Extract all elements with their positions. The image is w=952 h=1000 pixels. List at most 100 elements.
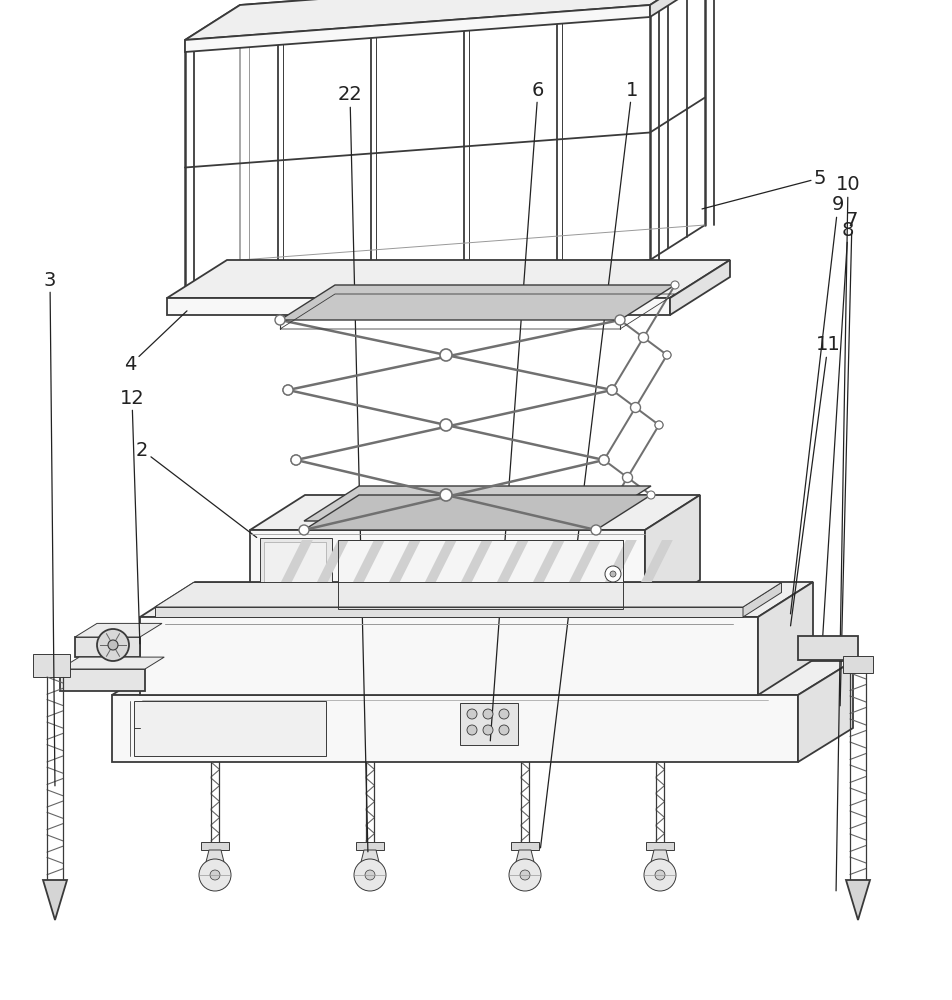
Circle shape — [609, 571, 615, 577]
Polygon shape — [843, 656, 872, 673]
Polygon shape — [797, 636, 857, 660]
Text: 9: 9 — [789, 196, 843, 614]
Polygon shape — [339, 540, 385, 609]
Polygon shape — [140, 582, 812, 617]
Circle shape — [108, 640, 118, 650]
Circle shape — [283, 385, 292, 395]
Polygon shape — [483, 540, 528, 609]
Circle shape — [654, 421, 663, 429]
Circle shape — [622, 473, 632, 483]
Polygon shape — [645, 842, 673, 850]
Polygon shape — [669, 260, 729, 315]
Polygon shape — [201, 842, 228, 850]
Text: 22: 22 — [337, 86, 367, 852]
Polygon shape — [380, 615, 429, 617]
Polygon shape — [304, 495, 650, 530]
Circle shape — [508, 859, 541, 891]
Circle shape — [466, 725, 477, 735]
Circle shape — [440, 489, 451, 501]
Text: 6: 6 — [489, 81, 544, 741]
Circle shape — [599, 455, 608, 465]
Polygon shape — [514, 850, 534, 866]
Polygon shape — [649, 0, 704, 17]
Polygon shape — [43, 880, 67, 920]
Circle shape — [440, 419, 451, 431]
Polygon shape — [185, 0, 704, 40]
Circle shape — [606, 385, 616, 395]
Circle shape — [365, 870, 374, 880]
Circle shape — [630, 402, 640, 412]
Circle shape — [670, 281, 678, 289]
Polygon shape — [75, 623, 162, 637]
Circle shape — [606, 385, 616, 395]
Polygon shape — [167, 298, 669, 315]
Text: 8: 8 — [822, 221, 853, 644]
Text: 2: 2 — [136, 440, 256, 537]
Polygon shape — [743, 582, 781, 617]
Polygon shape — [845, 880, 869, 920]
Polygon shape — [112, 695, 797, 762]
Circle shape — [590, 525, 601, 535]
Circle shape — [638, 332, 647, 342]
Bar — [338, 540, 623, 609]
Polygon shape — [375, 540, 421, 609]
Text: 11: 11 — [790, 336, 840, 626]
Polygon shape — [797, 661, 852, 762]
Text: 1: 1 — [540, 81, 638, 848]
Polygon shape — [155, 607, 743, 617]
Polygon shape — [303, 540, 348, 609]
Polygon shape — [447, 540, 492, 609]
Circle shape — [97, 629, 129, 661]
Circle shape — [520, 870, 529, 880]
Polygon shape — [205, 850, 225, 866]
Polygon shape — [60, 657, 164, 669]
Polygon shape — [356, 842, 384, 850]
Polygon shape — [185, 0, 704, 40]
Polygon shape — [360, 850, 380, 866]
Circle shape — [275, 315, 285, 325]
Circle shape — [353, 859, 386, 891]
Polygon shape — [60, 669, 145, 691]
Circle shape — [440, 349, 451, 361]
Circle shape — [499, 725, 508, 735]
Circle shape — [663, 351, 670, 359]
Polygon shape — [112, 661, 852, 695]
Polygon shape — [304, 486, 650, 521]
Polygon shape — [280, 285, 674, 320]
Bar — [134, 701, 326, 756]
Text: 10: 10 — [835, 176, 860, 891]
Bar — [338, 540, 623, 609]
Polygon shape — [75, 637, 140, 657]
Polygon shape — [626, 540, 672, 609]
Polygon shape — [510, 842, 539, 850]
Polygon shape — [249, 530, 645, 615]
Polygon shape — [185, 5, 649, 52]
Circle shape — [605, 566, 621, 582]
Polygon shape — [649, 850, 669, 866]
Circle shape — [646, 491, 654, 499]
Polygon shape — [411, 540, 456, 609]
Circle shape — [290, 455, 301, 465]
Circle shape — [499, 709, 508, 719]
Bar — [460, 703, 518, 745]
Polygon shape — [268, 540, 312, 609]
Polygon shape — [140, 617, 757, 695]
Circle shape — [644, 859, 675, 891]
Polygon shape — [645, 495, 700, 615]
Circle shape — [654, 870, 664, 880]
Text: 3: 3 — [44, 270, 56, 786]
Circle shape — [283, 385, 292, 395]
Text: 12: 12 — [120, 388, 144, 644]
Circle shape — [614, 315, 625, 325]
Text: 5: 5 — [702, 168, 825, 209]
Circle shape — [290, 455, 301, 465]
Polygon shape — [249, 495, 700, 530]
Polygon shape — [33, 654, 69, 677]
Text: 7: 7 — [840, 211, 858, 706]
Circle shape — [299, 525, 308, 535]
Polygon shape — [135, 635, 140, 659]
Circle shape — [466, 709, 477, 719]
Text: 4: 4 — [124, 311, 187, 374]
Polygon shape — [519, 540, 565, 609]
Polygon shape — [591, 540, 636, 609]
